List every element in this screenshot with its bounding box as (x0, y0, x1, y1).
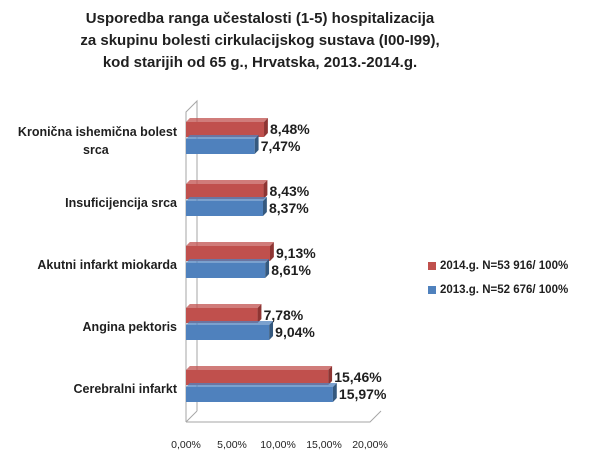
chart-title-line-3: kod starijih od 65 g., Hrvatska, 2013.-2… (102, 54, 418, 71)
bar-top-face (186, 242, 274, 246)
bar-top-face (186, 366, 333, 370)
data-label: 15,97% (339, 386, 387, 402)
bar-top-face (186, 383, 337, 387)
bar (186, 387, 333, 402)
bar (186, 246, 270, 261)
bar-top-face (186, 180, 268, 184)
bar-side-face (263, 180, 268, 199)
bar-side-face (269, 321, 274, 340)
bar (186, 122, 265, 137)
category-label: Insuficijencija srca (65, 196, 178, 210)
data-label: 8,48% (270, 121, 310, 137)
data-label: 7,78% (264, 307, 304, 323)
bar-top-face (186, 197, 267, 201)
data-label: 9,04% (275, 324, 315, 340)
plot-floor (186, 410, 382, 423)
bar (186, 139, 255, 154)
data-label: 15,46% (334, 369, 382, 385)
chart-legend: 2014.g. N=53 916/ 100% 2013.g. N=52 676/… (428, 254, 568, 302)
data-label: 8,37% (269, 200, 309, 216)
x-tick-label: 10,00% (260, 439, 296, 451)
bar-side-face (264, 118, 268, 137)
bar-side-face (265, 259, 270, 278)
bar (186, 263, 266, 278)
x-tick-label: 20,00% (352, 439, 388, 451)
bar (186, 201, 264, 216)
legend-swatch-2013 (428, 286, 436, 294)
chart-title: Usporedba ranga učestalosti (1-5) hospit… (60, 8, 460, 74)
category-label: srca (83, 143, 110, 157)
data-label: 8,43% (270, 183, 310, 199)
x-tick-label: 15,00% (306, 439, 342, 451)
x-tick-label: 0,00% (171, 439, 201, 451)
bar-side-face (254, 135, 259, 154)
legend-swatch-2014 (428, 262, 436, 270)
bar-top-face (186, 259, 270, 263)
bar-side-face (263, 197, 267, 216)
bar (186, 184, 264, 199)
category-label: Cerebralni infarkt (73, 382, 177, 396)
data-label: 8,61% (271, 262, 311, 278)
bar-top-face (186, 304, 262, 308)
bar (186, 308, 258, 323)
bar-top-face (186, 321, 274, 325)
bar-side-face (269, 242, 274, 261)
chart-title-line-2: za skupinu bolesti cirkulacijskog sustav… (80, 32, 440, 49)
bar-side-face (328, 366, 333, 385)
legend-item-2013: 2013.g. N=52 676/ 100% (428, 278, 568, 302)
chart-title-line-1: Usporedba ranga učestalosti (1-5) hospit… (85, 10, 435, 27)
category-label: Angina pektoris (83, 320, 178, 334)
x-tick-label: 5,00% (217, 439, 247, 451)
data-label: 9,13% (276, 245, 316, 261)
category-label: Kronična ishemična bolest (18, 125, 178, 139)
legend-label-2013: 2013.g. N=52 676/ 100% (440, 284, 569, 296)
bar (186, 325, 270, 340)
category-label: Akutni infarkt miokarda (37, 258, 178, 272)
bar-top-face (186, 118, 268, 122)
bar-side-face (332, 383, 337, 402)
legend-label-2014: 2014.g. N=53 916/ 100% (440, 260, 569, 272)
data-label: 7,47% (261, 138, 301, 154)
bar-side-face (257, 304, 262, 323)
bar (186, 370, 329, 385)
plot-floor-edge (185, 410, 198, 423)
legend-item-2014: 2014.g. N=53 916/ 100% (428, 254, 568, 278)
bar-top-face (186, 135, 259, 139)
